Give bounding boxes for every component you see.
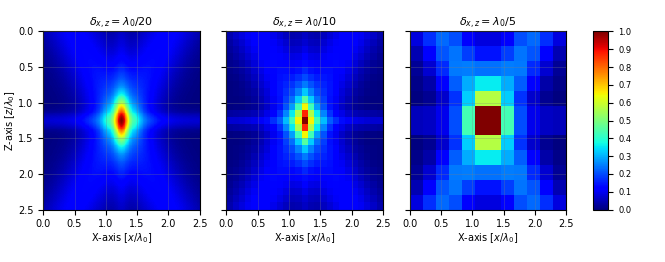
Y-axis label: Z-axis $[z/\lambda_0]$: Z-axis $[z/\lambda_0]$ bbox=[3, 90, 17, 151]
Title: $\delta_{x,z} = \lambda_0/20$: $\delta_{x,z} = \lambda_0/20$ bbox=[90, 16, 154, 31]
Title: $\delta_{x,z} = \lambda_0/5$: $\delta_{x,z} = \lambda_0/5$ bbox=[460, 16, 517, 31]
X-axis label: X-axis $[x/\lambda_0]$: X-axis $[x/\lambda_0]$ bbox=[274, 231, 335, 244]
Title: $\delta_{x,z} = \lambda_0/10$: $\delta_{x,z} = \lambda_0/10$ bbox=[273, 16, 337, 31]
X-axis label: X-axis $[x/\lambda_0]$: X-axis $[x/\lambda_0]$ bbox=[458, 231, 519, 244]
X-axis label: X-axis $[x/\lambda_0]$: X-axis $[x/\lambda_0]$ bbox=[91, 231, 152, 244]
